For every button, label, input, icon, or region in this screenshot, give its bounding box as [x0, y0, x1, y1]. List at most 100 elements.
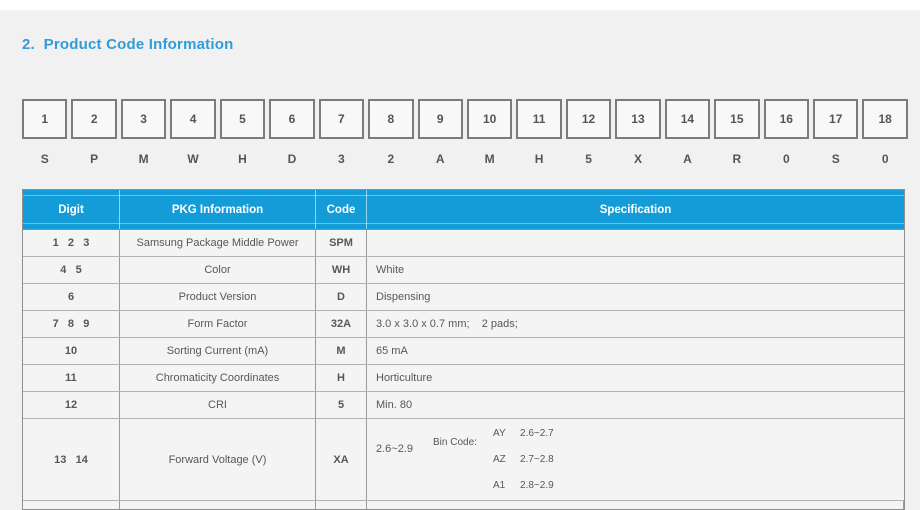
cell-code: H [316, 365, 367, 391]
code-letter: X [633, 152, 642, 166]
code-letter: M [484, 152, 495, 166]
code-letter: M [138, 152, 149, 166]
code-letter: 3 [338, 152, 345, 166]
cell-code: M [316, 338, 367, 364]
header-code: Code [316, 190, 367, 229]
cell-spec: Dispensing [376, 291, 431, 303]
cell-digit: 10 [23, 338, 120, 364]
bin-entry-code: AZ [493, 454, 506, 465]
table-row-cut-off [23, 501, 904, 509]
code-letter: 0 [881, 152, 889, 166]
code-letter: 0 [782, 152, 790, 166]
code-letter: A [683, 152, 692, 166]
forward-voltage-range: 2.6~2.9 [376, 443, 414, 455]
digit-box: 13 [615, 99, 661, 139]
cell-spec: 3.0 x 3.0 x 0.7 mm; 2 pads; [376, 318, 518, 330]
digit-box: 2 [71, 99, 117, 139]
cell-code: 32A [316, 311, 367, 337]
digit-box: 14 [664, 99, 711, 139]
header-inner-line [23, 223, 904, 224]
cell-digit [23, 501, 120, 509]
cell-code: D [316, 284, 367, 310]
product-code-strip: 1 2 3 4 5 6 7 8 9 10 11 12 13 14 15 16 1… [22, 99, 908, 167]
code-letter: H [534, 152, 544, 166]
header-pkg-information: PKG Information [120, 190, 316, 229]
cell-digit: 11 [23, 365, 120, 391]
cell-code [316, 501, 367, 509]
cell-code: XA [316, 419, 367, 500]
digit-box: 9 [417, 99, 463, 139]
table-row-forward-voltage: 13 14 Forward Voltage (V) XA 2.6~2.9 Bin… [23, 419, 904, 501]
code-letter: P [90, 152, 99, 166]
bin-entry: AY 2.6~2.7 [493, 429, 554, 439]
cell-pkg [120, 501, 316, 509]
cell-pkg: Samsung Package Middle Power [120, 230, 316, 256]
bin-entry-range: 2.7~2.8 [520, 454, 554, 465]
digit-box: 1 [22, 99, 68, 139]
bin-entry-range: 2.8~2.9 [520, 480, 554, 491]
code-letter-row: S P M W H D 3 2 A M H 5 X A R 0 S 0 [22, 151, 908, 167]
digit-box: 15 [714, 99, 760, 139]
code-letter: S [40, 152, 49, 166]
cell-digit: 4 5 [23, 257, 120, 283]
cell-pkg: Product Version [120, 284, 316, 310]
header-digit: Digit [23, 190, 120, 229]
cell-pkg: Chromaticity Coordinates [120, 365, 316, 391]
cell-spec-forward-voltage: 2.6~2.9 Bin Code: AY 2.6~2.7 AZ 2.7~2.8 … [367, 419, 904, 500]
cell-digit: 6 [23, 284, 120, 310]
cell-digit: 7 8 9 [23, 311, 120, 337]
digit-box: 17 [813, 99, 859, 139]
cell-spec: Horticulture [376, 372, 433, 384]
bin-entry-code: A1 [493, 480, 506, 491]
bin-entry: A1 2.8~2.9 [493, 481, 554, 491]
page-top-margin [0, 0, 920, 10]
code-letter: S [831, 152, 840, 166]
bin-code-list: AY 2.6~2.7 AZ 2.7~2.8 A1 2.8~2.9 [493, 419, 554, 500]
cell-code: WH [316, 257, 367, 283]
code-letter: R [732, 152, 742, 166]
digit-box: 3 [120, 99, 167, 139]
digit-box-row: 1 2 3 4 5 6 7 8 9 10 11 12 13 14 15 16 1… [22, 99, 908, 139]
cell-spec [367, 230, 904, 256]
table-row: 4 5 Color WH White [23, 257, 904, 284]
bin-code-label: Bin Code: [433, 437, 477, 448]
table-row: 11 Chromaticity Coordinates H Horticultu… [23, 365, 904, 392]
digit-box: 10 [466, 99, 513, 139]
code-letter: 2 [387, 152, 395, 166]
digit-box: 8 [368, 99, 414, 139]
table-row: 7 8 9 Form Factor 32A 3.0 x 3.0 x 0.7 mm… [23, 311, 904, 338]
cell-digit: 12 [23, 392, 120, 418]
digit-box: 5 [219, 99, 266, 139]
product-code-table: Digit PKG Information Code Specification… [22, 189, 905, 510]
bin-entry: AZ 2.7~2.8 [493, 455, 554, 465]
section-title: 2. Product Code Information [22, 36, 234, 53]
digit-box: 7 [318, 99, 365, 139]
code-letter: W [187, 152, 199, 166]
digit-box: 6 [269, 99, 315, 139]
code-letter: 5 [585, 152, 592, 166]
header-specification: Specification [599, 203, 672, 216]
code-letter: A [435, 152, 445, 166]
cell-spec: White [376, 264, 405, 276]
table-row: 1 2 3 Samsung Package Middle Power SPM [23, 230, 904, 257]
digit-box: 4 [170, 99, 216, 139]
cell-code: SPM [316, 230, 367, 256]
table-row: 12 CRI 5 Min. 80 [23, 392, 904, 419]
cell-spec [367, 501, 904, 509]
cell-digit: 1 2 3 [23, 230, 120, 256]
table-row: 6 Product Version D Dispensing [23, 284, 904, 311]
cell-digit: 13 14 [23, 419, 120, 500]
digit-box: 12 [565, 99, 612, 139]
code-letter: H [238, 152, 247, 166]
cell-pkg: Forward Voltage (V) [120, 419, 316, 500]
digit-box: 18 [862, 99, 908, 139]
cell-spec: Min. 80 [376, 399, 413, 411]
bin-entry-code: AY [493, 428, 506, 439]
table-header-row: Digit PKG Information Code Specification [23, 190, 904, 230]
cell-spec: 65 mA [376, 345, 408, 357]
cell-pkg: Color [120, 257, 316, 283]
table-row: 10 Sorting Current (mA) M 65 mA [23, 338, 904, 365]
cell-code: 5 [316, 392, 367, 418]
digit-box: 11 [516, 99, 562, 139]
